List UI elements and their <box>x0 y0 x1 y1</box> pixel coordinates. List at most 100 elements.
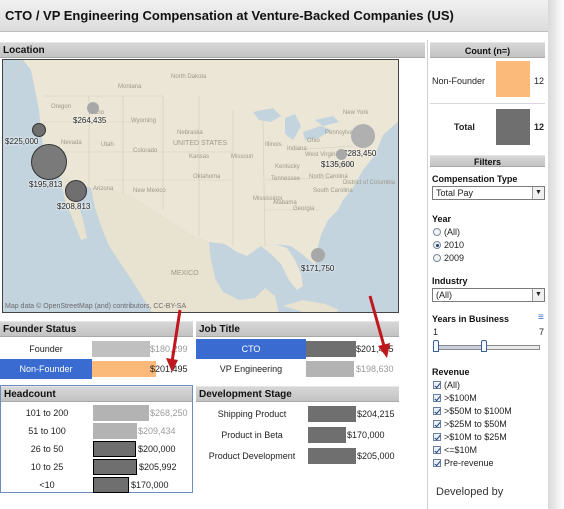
headcount-row[interactable]: 26 to 50 $200,000 <box>1 439 192 459</box>
years-slider-handle-min[interactable] <box>433 340 439 352</box>
row-label: <10 <box>39 480 55 490</box>
map-label-utah: Utah <box>101 142 114 148</box>
headcount-row[interactable]: 10 to 25 $205,992 <box>1 457 192 477</box>
radio-icon[interactable] <box>433 228 441 236</box>
founder-row-founder[interactable]: Founder $180,299 <box>0 339 193 359</box>
checkbox-checked-icon[interactable] <box>433 459 441 467</box>
map-label-wyoming: Wyoming <box>131 118 156 124</box>
map-label-illinois: Illinois <box>265 142 282 148</box>
bar-headcount[interactable] <box>93 441 136 457</box>
bar-non-founder[interactable] <box>92 361 156 377</box>
count-divider <box>430 103 545 104</box>
bubble-label-ca-small: $225,000 <box>5 137 39 146</box>
industry-label: Industry <box>432 276 468 286</box>
location-map[interactable]: Montana North Dakota Oregon Idaho Wyomin… <box>2 59 399 313</box>
bubble-fl[interactable] <box>311 248 325 262</box>
stage-row[interactable]: Product Development $205,000 <box>196 446 399 466</box>
bar-stage[interactable] <box>308 448 356 464</box>
bubble-label-ca-large: $195,813 <box>29 180 63 189</box>
count-bar-total[interactable] <box>496 109 530 145</box>
row-label: 26 to 50 <box>30 444 64 454</box>
value-founder: $180,299 <box>150 344 188 354</box>
years-slider-handle-max[interactable] <box>481 340 487 352</box>
year-option-all[interactable]: (All) <box>433 227 460 237</box>
map-label-new-mexico: New Mexico <box>133 188 166 194</box>
value-headcount: $268,250 <box>150 408 188 418</box>
count-header-text: Count (n=) <box>464 46 511 56</box>
bubble-label-ne: $283,450 <box>343 149 377 158</box>
headcount-row[interactable]: 51 to 100 $209,434 <box>1 421 192 441</box>
year-option-2010[interactable]: 2010 <box>433 240 464 250</box>
row-label: Non-Founder <box>19 364 73 374</box>
stage-row[interactable]: Shipping Product $204,215 <box>196 404 399 424</box>
map-label-united-states: UNITED STATES <box>173 140 228 147</box>
checkbox-checked-icon[interactable] <box>433 420 441 428</box>
bar-cto[interactable] <box>306 341 356 357</box>
year-option-2009[interactable]: 2009 <box>433 253 464 263</box>
bar-headcount[interactable] <box>93 477 129 493</box>
bubble-wa[interactable] <box>87 102 99 114</box>
revenue-option[interactable]: >$50M to $100M <box>433 406 512 416</box>
value-headcount: $200,000 <box>138 444 176 454</box>
checkbox-checked-icon[interactable] <box>433 407 441 415</box>
headcount-row[interactable]: 101 to 200 $268,250 <box>1 403 192 423</box>
checkbox-checked-icon[interactable] <box>433 381 441 389</box>
bar-headcount[interactable] <box>93 405 149 421</box>
menu-icon[interactable]: ≡ <box>538 312 544 323</box>
founder-status-panel: Founder $180,299 Non-Founder $201,495 <box>0 338 193 380</box>
revenue-option[interactable]: >$100M <box>433 393 477 403</box>
checkbox-checked-icon[interactable] <box>433 446 441 454</box>
value-non-founder: $201,495 <box>150 364 188 374</box>
dropdown-arrow-icon[interactable]: ▼ <box>532 187 544 199</box>
value-headcount: $209,434 <box>138 426 176 436</box>
location-header: Location <box>0 42 425 58</box>
revenue-option[interactable]: <=$10M <box>433 445 477 455</box>
job-row-vp-engineering[interactable]: VP Engineering $198,630 <box>196 359 399 379</box>
bar-vp-engineering[interactable] <box>306 361 354 377</box>
developed-by-label: Developed by <box>436 486 504 498</box>
revenue-option[interactable]: Pre-revenue <box>433 458 494 468</box>
radio-icon[interactable] <box>433 254 441 262</box>
value-headcount: $205,992 <box>139 462 177 472</box>
bar-headcount[interactable] <box>93 423 137 439</box>
bubble-ne[interactable] <box>351 124 375 148</box>
bubble-ca-small[interactable] <box>32 123 46 137</box>
checkbox-checked-icon[interactable] <box>433 394 441 402</box>
row-label: 51 to 100 <box>28 426 66 436</box>
compensation-type-select[interactable]: Total Pay ▼ <box>432 186 545 200</box>
revenue-option[interactable]: (All) <box>433 380 460 390</box>
industry-select[interactable]: (All) ▼ <box>432 288 545 302</box>
bubble-ca-large[interactable] <box>31 144 67 180</box>
headcount-row[interactable]: <10 $170,000 <box>1 475 192 495</box>
map-label-pennsylvania: Pennsylvania <box>325 130 361 136</box>
revenue-option-label: >$100M <box>444 393 477 403</box>
stage-row[interactable]: Product in Beta $170,000 <box>196 425 399 445</box>
count-panel: Non-Founder 12 Total 12 <box>430 59 545 153</box>
job-title-header: Job Title <box>196 321 399 337</box>
map-label-nebraska: Nebraska <box>177 130 203 136</box>
map-background <box>3 60 398 312</box>
map-label-montana: Montana <box>118 84 142 90</box>
count-bar-non-founder[interactable] <box>496 61 530 97</box>
dropdown-arrow-icon[interactable]: ▼ <box>532 289 544 301</box>
radio-selected-icon[interactable] <box>433 241 441 249</box>
count-header: Count (n=) <box>430 42 545 58</box>
bubble-label-socal: $208,813 <box>57 202 91 211</box>
job-row-cto[interactable]: CTO $201,495 <box>196 339 399 359</box>
revenue-option[interactable]: >$25M to $50M <box>433 419 507 429</box>
row-label: Product in Beta <box>221 430 283 440</box>
bubble-label-wa: $264,435 <box>73 116 107 125</box>
bubble-socal[interactable] <box>65 180 87 202</box>
bar-headcount[interactable] <box>93 459 137 475</box>
founder-row-non-founder[interactable]: Non-Founder $201,495 <box>0 359 193 379</box>
map-label-mexico: MEXICO <box>171 270 199 277</box>
map-label-indiana: Indiana <box>287 146 307 152</box>
checkbox-checked-icon[interactable] <box>433 433 441 441</box>
map-label-arizona: Arizona <box>93 186 114 192</box>
bar-stage[interactable] <box>308 427 346 443</box>
bar-stage[interactable] <box>308 406 356 422</box>
revenue-option[interactable]: >$10M to $25M <box>433 432 507 442</box>
map-label-kansas: Kansas <box>189 154 210 160</box>
bar-founder[interactable] <box>92 341 150 357</box>
bubble-mid-atl[interactable] <box>336 149 347 160</box>
